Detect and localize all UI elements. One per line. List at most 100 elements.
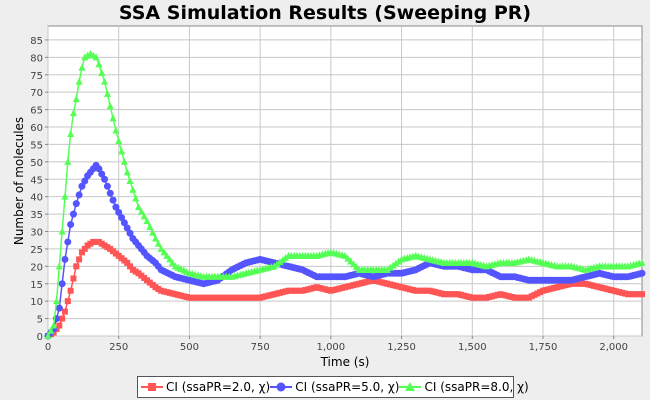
y-tick-label: 75 xyxy=(30,71,43,82)
x-tick-label: 0 xyxy=(45,342,51,353)
y-tick-label: 10 xyxy=(30,297,43,308)
y-tick-label: 55 xyxy=(30,140,43,151)
data-point-triangle xyxy=(115,136,123,144)
y-tick-label: 0 xyxy=(37,332,43,343)
data-point-circle xyxy=(101,175,109,183)
data-point-circle xyxy=(72,200,80,208)
data-point-circle xyxy=(103,182,111,190)
y-tick-label: 60 xyxy=(30,123,43,134)
y-tick-label: 30 xyxy=(30,228,43,239)
data-point-circle xyxy=(64,238,72,246)
x-tick-label: 1,000 xyxy=(317,342,346,353)
data-point-square xyxy=(76,256,83,263)
data-point-circle xyxy=(75,191,83,199)
data-point-triangle xyxy=(149,228,157,236)
data-point-triangle xyxy=(44,332,52,339)
data-point-triangle xyxy=(276,258,284,266)
data-point-triangle xyxy=(52,297,60,305)
y-tick-label: 5 xyxy=(37,315,43,326)
y-tick-label: 25 xyxy=(30,245,43,256)
data-point-triangle xyxy=(157,244,165,252)
data-point-triangle xyxy=(392,259,400,267)
data-point-triangle xyxy=(638,258,646,266)
y-tick-label: 80 xyxy=(30,53,43,64)
y-tick-label: 45 xyxy=(30,175,43,186)
data-point-triangle xyxy=(395,257,403,265)
data-point-triangle xyxy=(140,212,148,220)
grid-lines xyxy=(47,26,642,337)
legend-label-series-2: CI (ssaPR=8.0, χ) xyxy=(424,380,529,394)
chart-title: SSA Simulation Results (Sweeping PR) xyxy=(118,2,532,24)
data-point-square xyxy=(81,245,88,252)
data-point-triangle xyxy=(166,255,174,263)
data-point-circle xyxy=(67,221,75,229)
data-point-circle xyxy=(58,280,66,288)
data-point-triangle xyxy=(47,326,55,334)
data-point-circle xyxy=(112,203,120,211)
data-point-triangle xyxy=(55,262,63,270)
triangle-marker-icon xyxy=(399,382,422,391)
data-point-circle xyxy=(55,304,63,312)
data-point-triangle xyxy=(160,248,168,256)
y-axis-label: Number of molecules xyxy=(12,117,26,245)
axes: 0 5 10 15 20 25 30 35 40 45 50 55 60 65 70 75 80 85 0 250 50… xyxy=(30,36,628,353)
data-point-triangle xyxy=(126,177,134,184)
data-point-triangle xyxy=(118,147,126,155)
legend-item-series-2: CI (ssaPR=8.0, χ) xyxy=(399,380,529,394)
y-tick-label: 15 xyxy=(30,280,43,291)
legend-label-series-1: CI (ssaPR=5.0, χ) xyxy=(295,380,400,394)
data-point-square xyxy=(64,298,71,305)
data-point-triangle xyxy=(75,77,83,85)
y-tick-label: 20 xyxy=(30,262,43,273)
data-point-triangle xyxy=(151,234,159,242)
data-point-circle xyxy=(638,269,646,277)
data-point-triangle xyxy=(67,129,75,137)
data-point-triangle xyxy=(143,217,151,225)
data-point-square xyxy=(73,263,80,270)
data-point-triangle xyxy=(279,256,287,264)
x-tick-label: 500 xyxy=(180,342,199,353)
data-point-triangle xyxy=(69,109,77,117)
x-tick-label: 1,250 xyxy=(387,342,416,353)
data-point-triangle xyxy=(132,194,140,202)
data-point-triangle xyxy=(270,262,278,270)
data-point-triangle xyxy=(95,60,103,68)
square-marker-icon xyxy=(141,383,163,391)
data-point-triangle xyxy=(282,253,290,261)
data-point-triangle xyxy=(273,260,281,268)
x-tick-label: 250 xyxy=(109,342,128,353)
data-point-square xyxy=(70,275,77,282)
data-point-triangle xyxy=(103,89,111,97)
data-point-square xyxy=(127,263,134,270)
x-tick-label: 2,000 xyxy=(599,342,628,353)
data-point-triangle xyxy=(389,261,397,269)
data-point-circle xyxy=(126,229,134,237)
series-layer xyxy=(44,49,646,340)
data-point-square xyxy=(78,249,85,256)
data-point-triangle xyxy=(386,263,394,271)
data-point-triangle xyxy=(72,95,80,103)
data-point-circle xyxy=(78,182,86,190)
data-point-triangle xyxy=(64,157,72,165)
data-point-triangle xyxy=(101,77,109,85)
y-tick-label: 85 xyxy=(30,36,43,47)
data-point-square xyxy=(639,291,645,298)
x-axis-label: Time (s) xyxy=(320,355,370,369)
data-point-triangle xyxy=(98,69,106,77)
data-point-triangle xyxy=(109,114,117,122)
data-point-triangle xyxy=(112,126,120,134)
data-point-triangle xyxy=(163,251,171,259)
data-point-circle xyxy=(95,165,103,173)
y-tick-label: 35 xyxy=(30,210,43,221)
data-point-triangle xyxy=(129,185,137,193)
data-point-circle xyxy=(106,189,114,197)
data-point-circle xyxy=(61,255,69,263)
legend-item-series-1: CI (ssaPR=5.0, χ) xyxy=(270,380,399,394)
y-tick-label: 40 xyxy=(30,193,43,204)
data-point-circle xyxy=(118,214,126,222)
x-tick-label: 1,500 xyxy=(458,342,487,353)
data-point-triangle xyxy=(120,157,128,165)
data-point-triangle xyxy=(106,102,114,110)
data-point-circle xyxy=(115,208,123,216)
